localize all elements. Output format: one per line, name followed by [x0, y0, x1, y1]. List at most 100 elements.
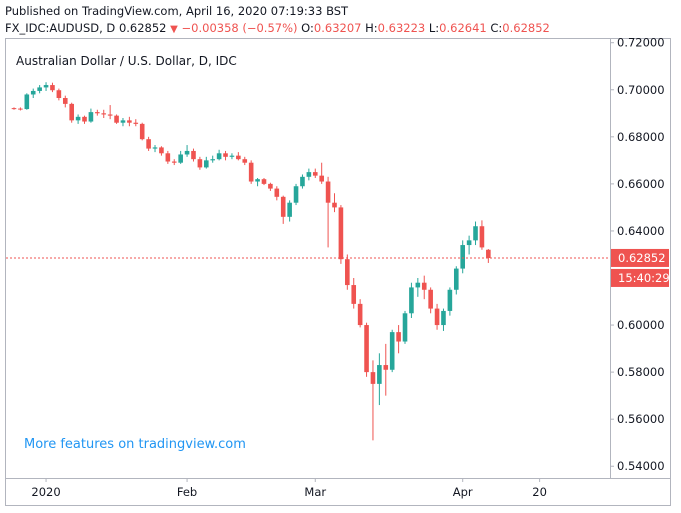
candle-body [351, 285, 357, 304]
candle-body [56, 90, 62, 98]
time-tick-label: 20 [532, 485, 547, 499]
candle-body [300, 176, 305, 187]
chart-header: Published on TradingView.com, April 16, … [5, 3, 550, 37]
candle-body [107, 114, 113, 116]
candle-body [82, 116, 87, 122]
publish-line: Published on TradingView.com, April 16, … [5, 3, 550, 20]
candle-body [479, 226, 485, 248]
candle-body [236, 155, 241, 160]
high-value: 0.63223 [377, 21, 426, 35]
candle-body [43, 85, 49, 88]
candle-body [139, 123, 145, 140]
last-price-tag-text: 0.62852 [618, 251, 666, 265]
last-price-value: 0.62852 [118, 21, 167, 35]
candle-body [242, 159, 248, 163]
low-value: 0.62641 [439, 21, 487, 35]
price-tick-label: 0.72000 [617, 36, 665, 50]
candle-body [447, 289, 453, 311]
candle-body [280, 196, 286, 217]
candle-body [312, 172, 318, 176]
price-tick-label: 0.60000 [617, 318, 665, 332]
time-tick-label: Mar [304, 485, 326, 499]
candle-body [210, 159, 216, 161]
countdown-tag-text: 15:40:29 [618, 271, 670, 285]
candle-body [396, 332, 401, 342]
candle-body [261, 179, 267, 184]
promo-link[interactable]: More features on tradingview.com [24, 437, 246, 452]
candle-body [453, 268, 459, 290]
candle-body [95, 112, 100, 114]
high-label: H: [365, 21, 378, 35]
candle-body [159, 147, 164, 154]
candle-body [345, 259, 350, 286]
candle-body [216, 153, 222, 160]
low-label: L: [428, 21, 440, 35]
open-value: 0.63207 [313, 21, 362, 35]
ohlc-line: FX_IDC:AUDUSD, D 0.62852 ▼ −0.00358 (−0.… [5, 20, 550, 37]
candle-body [274, 188, 280, 197]
open-label: O: [301, 21, 314, 35]
candle-body [165, 153, 171, 162]
candle-body [152, 147, 158, 149]
price-tick-label: 0.68000 [617, 130, 665, 144]
price-tick-label: 0.56000 [617, 412, 665, 426]
chart-title: Australian Dollar / U.S. Dollar, D, IDC [16, 54, 237, 68]
candle-body [120, 120, 126, 123]
candle-body [338, 207, 344, 260]
candle-body [415, 282, 421, 288]
candle-body [332, 202, 337, 208]
candle-body [204, 160, 209, 168]
candle-body [319, 175, 324, 182]
candle-body [69, 103, 74, 121]
last-price-tag [611, 248, 669, 267]
candle-body [229, 155, 235, 157]
candle-body [268, 183, 273, 189]
time-tick-label: Feb [177, 485, 197, 499]
candle-body [389, 332, 395, 370]
candle-body [24, 94, 30, 110]
candle-body [421, 282, 427, 290]
price-tick-label: 0.70000 [617, 83, 665, 97]
candle-body [370, 372, 376, 384]
candle-body [248, 162, 254, 182]
candle-body [377, 365, 382, 384]
candle-body [255, 179, 260, 182]
candles-layer [11, 82, 491, 441]
candle-body [287, 202, 292, 217]
candle-body [127, 120, 132, 123]
candle-body [114, 115, 119, 123]
candle-body [293, 186, 299, 203]
candle-body [223, 153, 228, 157]
candle-body [133, 122, 139, 124]
candle-body [146, 139, 151, 149]
candle-body [434, 308, 440, 326]
time-tick-label: 2020 [31, 485, 60, 499]
candle-body [197, 159, 203, 168]
candle-body [62, 98, 68, 104]
candle-body [460, 245, 465, 269]
time-axis[interactable]: 2020 Feb Mar Apr 20 [31, 478, 547, 499]
change-value: −0.00358 (−0.57%) [181, 21, 298, 35]
candle-body [428, 289, 433, 309]
price-tick-label: 0.58000 [617, 365, 665, 379]
chart-frame [5, 38, 671, 506]
candle-body [37, 87, 42, 91]
candle-body [88, 112, 94, 122]
countdown-tag [611, 268, 669, 287]
price-tick-label: 0.54000 [617, 459, 665, 473]
candle-body [306, 172, 312, 177]
time-tick-label: Apr [453, 485, 473, 499]
candle-body [441, 310, 446, 326]
close-label: C: [490, 21, 503, 35]
candle-body [101, 113, 107, 115]
candle-body [325, 181, 331, 203]
candle-body [184, 150, 190, 155]
symbol-label: FX_IDC:AUDUSD, D [5, 21, 116, 35]
candle-body [30, 90, 36, 95]
candle-body [11, 108, 17, 110]
candle-body [473, 226, 478, 241]
candle-body [357, 303, 363, 326]
candle-body [75, 116, 81, 121]
candle-body [409, 287, 414, 314]
